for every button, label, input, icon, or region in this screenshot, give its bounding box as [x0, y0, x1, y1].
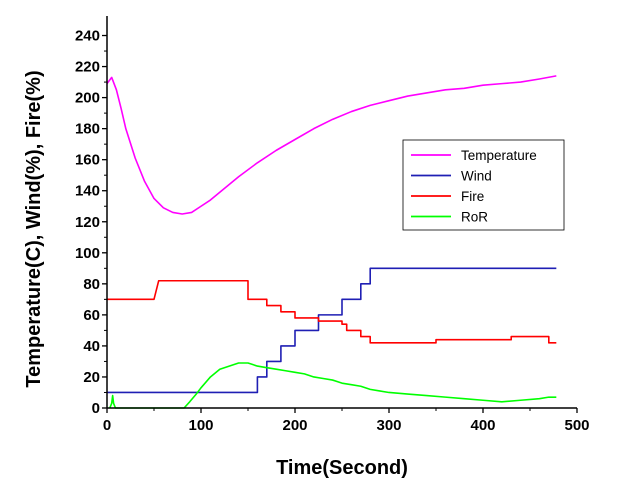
y-tick-label: 0 [92, 400, 100, 417]
y-tick-label: 220 [75, 59, 100, 76]
x-tick-label: 0 [103, 417, 111, 434]
y-tick-label: 160 [75, 152, 100, 169]
y-tick-label: 240 [75, 28, 100, 45]
x-tick-label: 100 [188, 417, 213, 434]
series-fire-line [107, 279, 557, 344]
y-tick-label: 60 [83, 307, 100, 324]
x-tick-label: 200 [282, 417, 307, 434]
x-tick-label: 500 [564, 417, 589, 434]
series-wind-line [107, 267, 557, 394]
series-layer [106, 75, 557, 409]
legend-label-fire: Fire [461, 189, 484, 204]
y-tick-label: 120 [75, 214, 100, 231]
y-tick-label: 180 [75, 121, 100, 138]
legend-items: Temperature Wind Fire RoR [411, 148, 537, 225]
series-temperature-line [106, 75, 557, 215]
x-tick-label: 300 [376, 417, 401, 434]
legend: Temperature Wind Fire RoR [402, 139, 565, 231]
y-tick-label: 40 [83, 338, 100, 355]
series-ror-line [109, 362, 557, 409]
y-axis-title: Temperature(C), Wind(%), Fire(%) [23, 70, 45, 387]
legend-label-ror: RoR [461, 210, 488, 225]
y-tick-label: 200 [75, 90, 100, 107]
y-tick-label: 80 [83, 276, 100, 293]
ticks-layer: 0 100 200 300 400 500 0 20 40 60 80 100 120 140 160 180… [75, 28, 590, 434]
y-tick-label: 140 [75, 183, 100, 200]
legend-label-temperature: Temperature [461, 148, 537, 163]
y-tick-label: 100 [75, 245, 100, 262]
x-axis-title: Time(Second) [276, 457, 408, 479]
y-tick-label: 20 [83, 369, 100, 386]
x-tick-label: 400 [470, 417, 495, 434]
legend-label-wind: Wind [461, 169, 492, 184]
